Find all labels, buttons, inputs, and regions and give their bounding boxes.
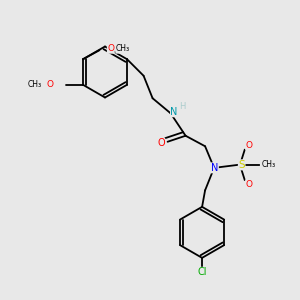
Text: O: O [246,141,253,150]
Text: Cl: Cl [197,267,207,277]
Text: CH₃: CH₃ [28,80,42,89]
Text: N: N [170,107,178,117]
Text: O: O [46,80,53,89]
Text: H: H [179,102,185,111]
Text: O: O [157,138,165,148]
Text: O: O [246,180,253,189]
Text: CH₃: CH₃ [116,44,130,53]
Text: S: S [238,160,245,170]
Text: O: O [107,44,114,53]
Text: CH₃: CH₃ [262,160,276,169]
Text: N: N [211,163,218,173]
